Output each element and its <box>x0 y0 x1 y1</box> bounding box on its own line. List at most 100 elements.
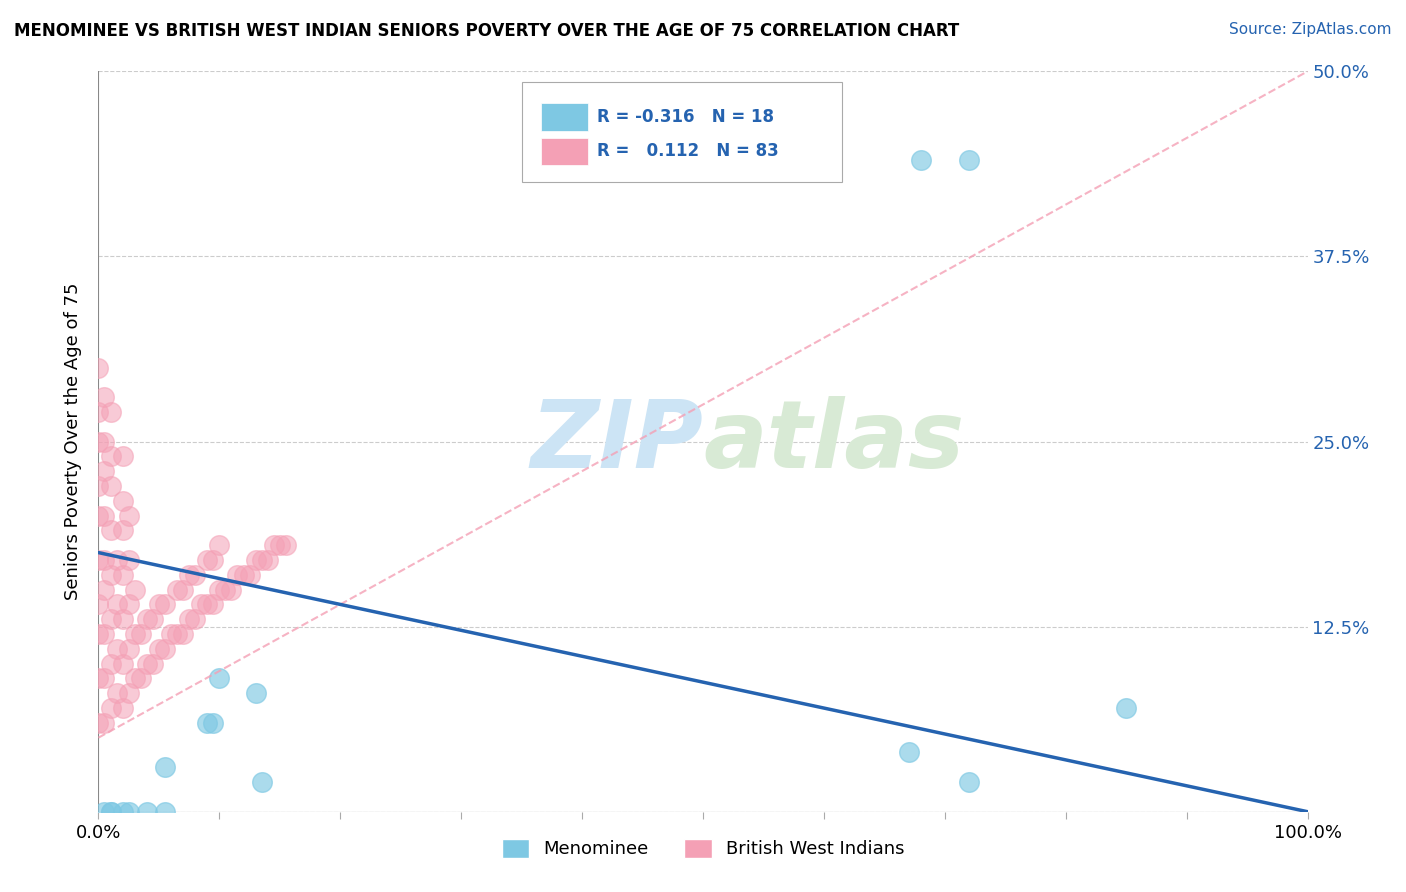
Point <box>87 598 110 612</box>
Point <box>87 508 110 523</box>
Point <box>87 715 110 730</box>
Point <box>87 434 110 449</box>
Point <box>100 479 122 493</box>
Point <box>148 641 170 656</box>
Point <box>100 524 122 538</box>
Point <box>87 672 110 686</box>
Point <box>118 553 141 567</box>
Point <box>160 627 183 641</box>
Point <box>910 153 932 168</box>
Point <box>118 641 141 656</box>
Point <box>232 567 254 582</box>
Point <box>118 598 141 612</box>
Point <box>202 715 225 730</box>
Point <box>135 657 157 671</box>
Point <box>142 657 165 671</box>
Point <box>87 627 110 641</box>
Point <box>135 805 157 819</box>
Point <box>105 598 128 612</box>
Point <box>153 805 176 819</box>
Point <box>100 701 122 715</box>
Point <box>111 567 134 582</box>
Point <box>93 805 115 819</box>
Point <box>118 686 141 700</box>
Point <box>172 627 194 641</box>
Point <box>124 627 146 641</box>
Point <box>93 672 115 686</box>
Point <box>118 805 141 819</box>
Point <box>202 553 225 567</box>
Point <box>184 567 207 582</box>
Point <box>100 612 122 626</box>
Point <box>93 715 115 730</box>
Point <box>250 775 273 789</box>
Point <box>87 360 110 375</box>
Point <box>100 657 122 671</box>
Point <box>202 598 225 612</box>
Point <box>195 553 218 567</box>
Point <box>111 805 134 819</box>
Point <box>208 672 231 686</box>
Point <box>87 479 110 493</box>
FancyBboxPatch shape <box>522 82 842 183</box>
Point <box>93 390 115 404</box>
Point <box>166 627 188 641</box>
Point <box>118 508 141 523</box>
Point <box>1115 701 1137 715</box>
Point <box>100 567 122 582</box>
Point <box>269 538 291 552</box>
Point <box>93 582 115 597</box>
Point <box>124 582 146 597</box>
Point <box>111 701 134 715</box>
Point <box>190 598 212 612</box>
Point <box>111 450 134 464</box>
Point <box>172 582 194 597</box>
Point <box>142 612 165 626</box>
Point <box>111 612 134 626</box>
Point <box>100 450 122 464</box>
Point <box>129 672 152 686</box>
Point <box>226 567 249 582</box>
Text: R =   0.112   N = 83: R = 0.112 N = 83 <box>596 143 779 161</box>
Point <box>221 582 243 597</box>
Text: atlas: atlas <box>703 395 965 488</box>
Point <box>93 627 115 641</box>
Point <box>93 434 115 449</box>
Point <box>195 715 218 730</box>
Legend: Menominee, British West Indians: Menominee, British West Indians <box>495 832 911 865</box>
Point <box>148 598 170 612</box>
Point <box>239 567 262 582</box>
Point <box>153 598 176 612</box>
FancyBboxPatch shape <box>541 138 588 165</box>
Point <box>195 598 218 612</box>
Point <box>129 627 152 641</box>
Point <box>274 538 297 552</box>
Y-axis label: Seniors Poverty Over the Age of 75: Seniors Poverty Over the Age of 75 <box>65 283 83 600</box>
Point <box>105 686 128 700</box>
Point <box>208 582 231 597</box>
Point <box>256 553 278 567</box>
Point <box>135 612 157 626</box>
Point <box>100 805 122 819</box>
Point <box>100 805 122 819</box>
Point <box>87 553 110 567</box>
Point <box>100 405 122 419</box>
Point <box>124 672 146 686</box>
Point <box>250 553 273 567</box>
Point <box>214 582 236 597</box>
Point <box>184 612 207 626</box>
Point <box>897 746 920 760</box>
Point <box>111 657 134 671</box>
Point <box>245 686 267 700</box>
Text: ZIP: ZIP <box>530 395 703 488</box>
Point <box>166 582 188 597</box>
Point <box>93 553 115 567</box>
Point <box>179 567 201 582</box>
Text: R = -0.316   N = 18: R = -0.316 N = 18 <box>596 108 773 126</box>
Point <box>263 538 285 552</box>
Point <box>111 524 134 538</box>
Point <box>87 405 110 419</box>
Point <box>245 553 267 567</box>
Point <box>93 464 115 478</box>
Text: Source: ZipAtlas.com: Source: ZipAtlas.com <box>1229 22 1392 37</box>
